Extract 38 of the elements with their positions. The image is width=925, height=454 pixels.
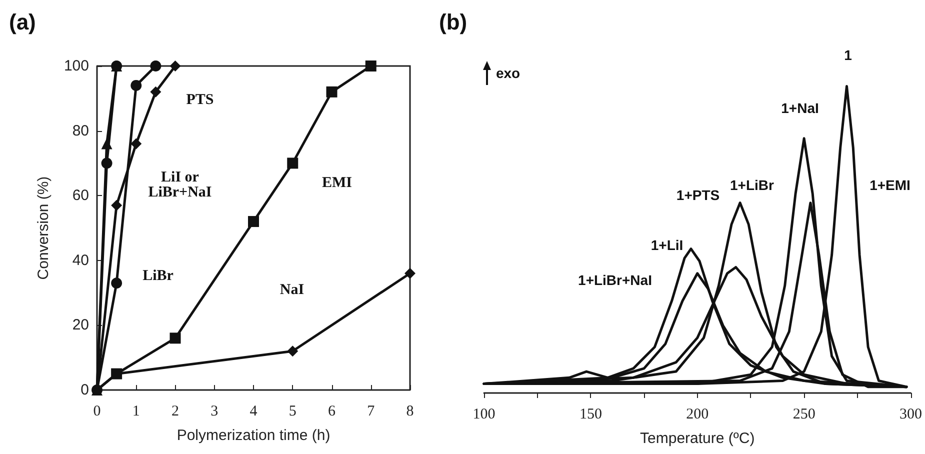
y-tick-label: 0 (80, 382, 89, 398)
x-tick-label: 7 (367, 404, 376, 420)
x-tick-label: 5 (288, 404, 296, 420)
x-tick-label: 250 (792, 406, 816, 422)
annotation: 1+LiBr (730, 177, 775, 193)
y-tick-label: 20 (72, 316, 89, 334)
x-tick-label: 150 (579, 406, 602, 422)
annotation: EMI (322, 175, 352, 191)
annotation: PTS (186, 92, 214, 108)
text: 1 (844, 47, 852, 63)
x-tick-label: 6 (328, 404, 336, 420)
annotation: 1+LiI (650, 237, 684, 253)
x-tick-label: 2 (172, 404, 179, 420)
y-tick-label: 80 (72, 122, 89, 140)
chart-title: (a) (9, 10, 36, 34)
x-tick-label: 200 (686, 406, 709, 422)
x-tick-label: 1 (132, 404, 140, 420)
annotation: 1+EMI (870, 177, 910, 193)
x-tick-label: 100 (472, 406, 496, 422)
annotation: 1+LiBr+NaI (578, 272, 652, 288)
annotation: NaI (280, 282, 304, 298)
x-axis-title: Polymerization time (h) (176, 427, 330, 444)
x-axis-title: Temperature (ºC) (640, 430, 755, 447)
x-tick-label: 8 (406, 404, 414, 420)
text: exo (496, 65, 520, 81)
x-tick-label: 300 (900, 406, 922, 422)
y-axis-title: Conversion (%) (35, 176, 52, 280)
chart-title: (b) (439, 10, 468, 34)
x-tick-label: 4 (250, 404, 258, 420)
x-tick-label: 3 (210, 404, 218, 420)
annotation: LiI or LiBr+NaI (148, 170, 212, 200)
annotation: 1+NaI (781, 100, 819, 116)
annotation: LiBr (142, 268, 174, 284)
x-tick-label: 0 (93, 404, 101, 420)
y-tick-label: 40 (72, 252, 89, 269)
y-tick-label: 60 (72, 187, 89, 204)
y-tick-label: 100 (64, 58, 89, 74)
annotation: 1+PTS (676, 187, 720, 203)
